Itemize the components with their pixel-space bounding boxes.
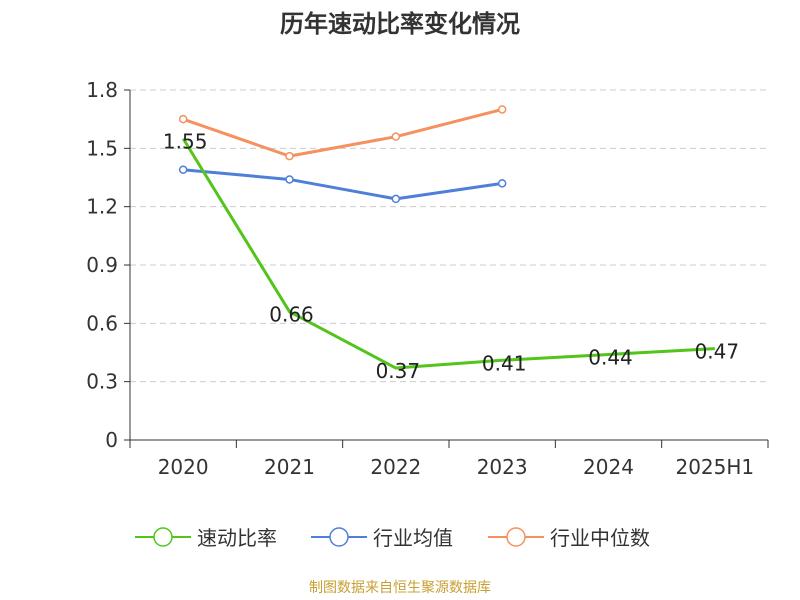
legend-item[interactable]: 速动比率 [135, 526, 277, 550]
grid-lines [130, 89, 768, 383]
data-point [285, 175, 294, 184]
data-point [497, 179, 507, 188]
y-tick-label: 1.8 [86, 78, 118, 102]
y-tick-label: 1.5 [86, 136, 118, 160]
data-label: 0.37 [376, 359, 421, 383]
data-label: 0.41 [482, 351, 527, 375]
y-tick-label: 1.2 [86, 195, 118, 219]
y-axis-ticks: 0 0.3 0.6 0.9 1.2 1.5 1.8 [86, 78, 130, 452]
legend-label: 行业中位数 [550, 526, 650, 550]
y-tick-label: 0 [105, 428, 118, 452]
legend-item[interactable]: 行业中位数 [488, 526, 650, 550]
legend-label: 行业均值 [373, 526, 453, 550]
data-point [391, 132, 401, 141]
data-point [285, 151, 294, 161]
legend-marker [153, 527, 173, 547]
x-tick-label: 2021 [264, 455, 315, 479]
y-tick-label: 0.6 [86, 311, 118, 335]
data-point [178, 114, 188, 124]
chart-title: 历年速动比率变化情况 [280, 10, 520, 38]
x-tick-label: 2020 [158, 455, 209, 479]
data-label: 0.47 [695, 340, 740, 364]
data-point [497, 105, 507, 114]
legend-label: 速动比率 [197, 526, 277, 550]
x-tick-label: 2023 [477, 455, 528, 479]
data-point [391, 194, 401, 204]
data-point [178, 165, 188, 174]
x-tick-label: 2022 [370, 455, 421, 479]
data-label: 1.55 [163, 130, 208, 154]
series-line [181, 137, 715, 370]
series-lines [178, 105, 715, 370]
x-axis-ticks: 2020 2021 2022 2023 2024 2025H1 [129, 440, 769, 479]
series-line [182, 107, 503, 158]
source-note: 制图数据来自恒生聚源数据库 [309, 580, 491, 596]
x-tick-label: 2025H1 [675, 455, 754, 479]
data-label: 0.44 [588, 345, 633, 369]
legend-item[interactable]: 行业均值 [311, 526, 453, 550]
data-labels: 1.55 0.66 0.37 0.41 0.44 0.47 [163, 130, 739, 383]
y-tick-label: 0.3 [86, 370, 118, 394]
data-label: 0.66 [269, 303, 314, 327]
x-tick-label: 2024 [583, 455, 634, 479]
legend-marker [329, 527, 349, 547]
series-line [183, 168, 503, 201]
legend-marker [506, 527, 526, 547]
legend: 速动比率 行业均值 行业中位数 [135, 526, 650, 550]
y-tick-label: 0.9 [86, 253, 118, 277]
